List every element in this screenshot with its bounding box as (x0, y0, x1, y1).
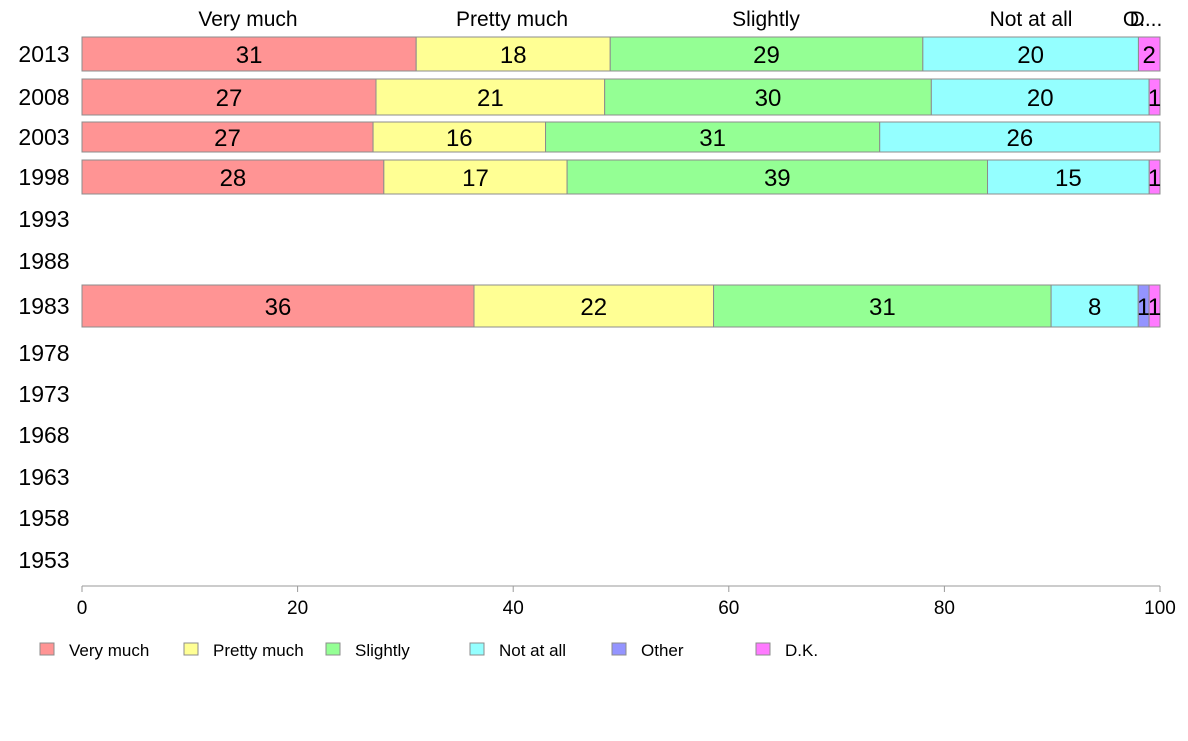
data-label: 15 (1055, 165, 1082, 192)
y-tick-label: 1983 (18, 293, 69, 319)
y-axis-labels: 2013 2008 2003 1998 1993 1988 1983 1978 1973 1968… (18, 41, 69, 573)
x-axis: 0 20 40 60 80 100 (77, 585, 1176, 619)
legend-label: Very much (69, 641, 149, 660)
data-label: 27 (216, 85, 243, 112)
bar-segment (81, 78, 377, 116)
legend-swatch (611, 642, 627, 656)
legend-label: Other (641, 641, 684, 660)
data-label: 26 (1007, 125, 1034, 152)
legend-label: Pretty much (213, 641, 304, 660)
data-label: 1 (1148, 85, 1161, 112)
bar-segment (383, 159, 568, 195)
legend-swatch (39, 642, 55, 656)
x-tick-label: 0 (77, 598, 88, 619)
bar-segment (415, 36, 611, 72)
x-tick-label: 20 (287, 598, 308, 619)
x-tick-label: 80 (934, 598, 955, 619)
y-tick-label: 1998 (18, 164, 69, 190)
y-tick-label: 1978 (18, 340, 69, 366)
data-label: 1 (1148, 294, 1161, 321)
data-label: 21 (477, 85, 504, 112)
segment-header-label: Pretty much (456, 8, 568, 31)
data-label: 36 (265, 294, 292, 321)
y-tick-label: 2013 (18, 41, 69, 67)
x-tick-label: 100 (1144, 598, 1176, 619)
bar-segment (1137, 36, 1161, 72)
y-tick-label: 1953 (18, 547, 69, 573)
segment-header-label: Very much (198, 8, 297, 31)
data-label: 17 (462, 165, 489, 192)
legend-swatch (183, 642, 199, 656)
y-tick-label: 1973 (18, 381, 69, 407)
segment-header-label: Not at all (990, 8, 1073, 31)
bar-segment (473, 284, 715, 328)
bar-segment (372, 121, 547, 153)
data-label: 28 (220, 165, 247, 192)
data-label: 20 (1027, 85, 1054, 112)
y-tick-label: 1963 (18, 464, 69, 490)
data-label: 18 (500, 42, 527, 69)
data-label: 22 (580, 294, 607, 321)
segment-header-label: Slightly (732, 8, 800, 31)
data-label: 1 (1137, 294, 1150, 321)
segment-header-label: O. (1123, 8, 1145, 31)
data-label: 20 (1017, 42, 1044, 69)
bar-segment (81, 159, 385, 195)
y-tick-label: 2008 (18, 84, 69, 110)
bar-segment (81, 284, 475, 328)
x-tick-label: 60 (718, 598, 739, 619)
data-label: 30 (755, 85, 782, 112)
y-tick-label: 2003 (18, 124, 69, 150)
data-label: 31 (869, 294, 896, 321)
bar-segment (604, 78, 932, 116)
data-label: 31 (236, 42, 263, 69)
y-tick-label: 1988 (18, 248, 69, 274)
data-label: 16 (446, 125, 473, 152)
data-label: 27 (214, 125, 241, 152)
data-label: 8 (1088, 294, 1101, 321)
x-tick-label: 40 (503, 598, 524, 619)
bar-segment (1050, 284, 1139, 328)
bar-segment (879, 121, 1161, 153)
legend: Very much Pretty much Slightly Not at all Ot… (39, 641, 818, 660)
legend-swatch (755, 642, 771, 656)
bar-segment (987, 159, 1150, 195)
bar-segment (81, 121, 374, 153)
legend-label: Slightly (355, 641, 410, 660)
data-label: 29 (753, 42, 780, 69)
y-tick-label: 1958 (18, 505, 69, 531)
data-label: 1 (1148, 165, 1161, 192)
bar-segment (713, 284, 1052, 328)
legend-swatch (469, 642, 485, 656)
data-label: 39 (764, 165, 791, 192)
bar-segment (566, 159, 989, 195)
segment-header-labels: Very much Pretty much Slightly Not at all O.… (198, 8, 1162, 31)
bar-segment (545, 121, 881, 153)
legend-label: Not at all (499, 641, 566, 660)
data-label: 2 (1143, 42, 1156, 69)
y-tick-label: 1968 (18, 422, 69, 448)
y-tick-label: 1993 (18, 206, 69, 232)
bar-segment (1148, 159, 1161, 195)
segment-header-label: D... (1130, 8, 1163, 31)
bar-segment (1148, 78, 1161, 116)
bar-segment (375, 78, 606, 116)
legend-label: D.K. (785, 641, 818, 660)
data-label: 31 (699, 125, 726, 152)
bar-segment (1148, 284, 1161, 328)
legend-swatch (325, 642, 341, 656)
bar-segment (930, 78, 1150, 116)
